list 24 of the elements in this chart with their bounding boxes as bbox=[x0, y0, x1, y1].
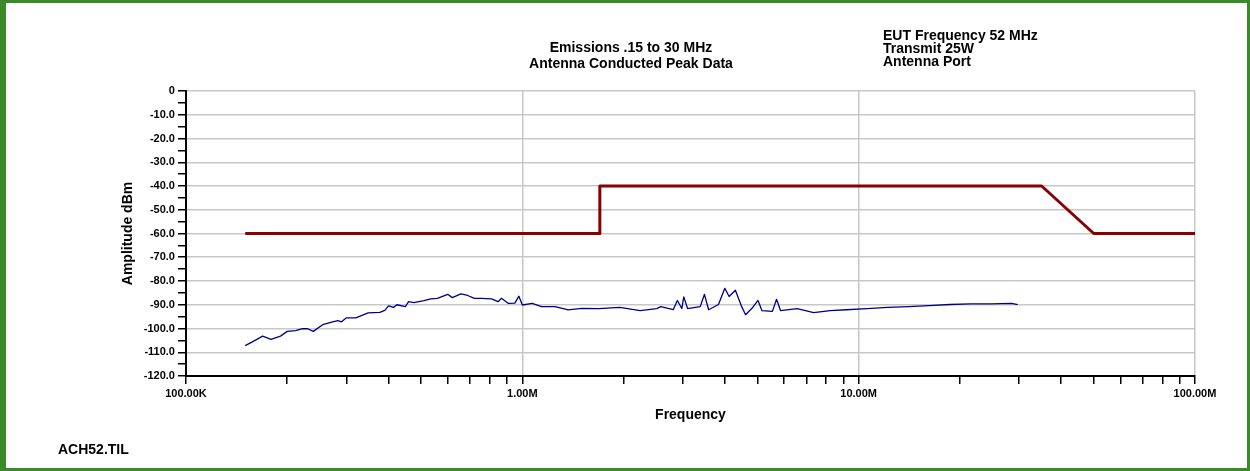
y-tick-label: -60.0 bbox=[149, 226, 175, 239]
text: EUT Frequency 52 MHz bbox=[883, 27, 1038, 43]
y-tick-label: -70.0 bbox=[149, 250, 175, 263]
y-tick-label: -40.0 bbox=[149, 179, 175, 192]
text: ACH52.TIL bbox=[58, 441, 129, 457]
y-tick-label: -120.0 bbox=[143, 369, 175, 382]
y-tick-label: -90.0 bbox=[149, 297, 175, 310]
y-tick-label: 0 bbox=[168, 84, 175, 97]
x-tick-label: 100.00K bbox=[165, 386, 207, 399]
y-tick-label: -10.0 bbox=[149, 107, 175, 120]
chart-subtitle: Antenna Conducted Peak Data bbox=[529, 55, 733, 71]
y-tick-label: -50.0 bbox=[149, 202, 175, 215]
x-tick-label: 1.00M bbox=[507, 386, 538, 399]
y-tick-label: -80.0 bbox=[149, 274, 175, 287]
x-axis-title: Frequency bbox=[655, 406, 727, 423]
y-tick-label: -30.0 bbox=[149, 155, 175, 168]
x-tick-label: 100.00M bbox=[1173, 386, 1217, 399]
y-tick-label: -110.0 bbox=[144, 345, 175, 358]
text: Antenna Port bbox=[883, 53, 972, 69]
y-axis-title: Amplitude dBm bbox=[119, 181, 136, 286]
chart-title: Emissions .15 to 30 MHz bbox=[549, 39, 713, 55]
y-tick-label: -20.0 bbox=[149, 131, 175, 144]
x-tick-label: 10.00M bbox=[840, 386, 878, 399]
y-tick-label: -100.0 bbox=[143, 321, 175, 334]
